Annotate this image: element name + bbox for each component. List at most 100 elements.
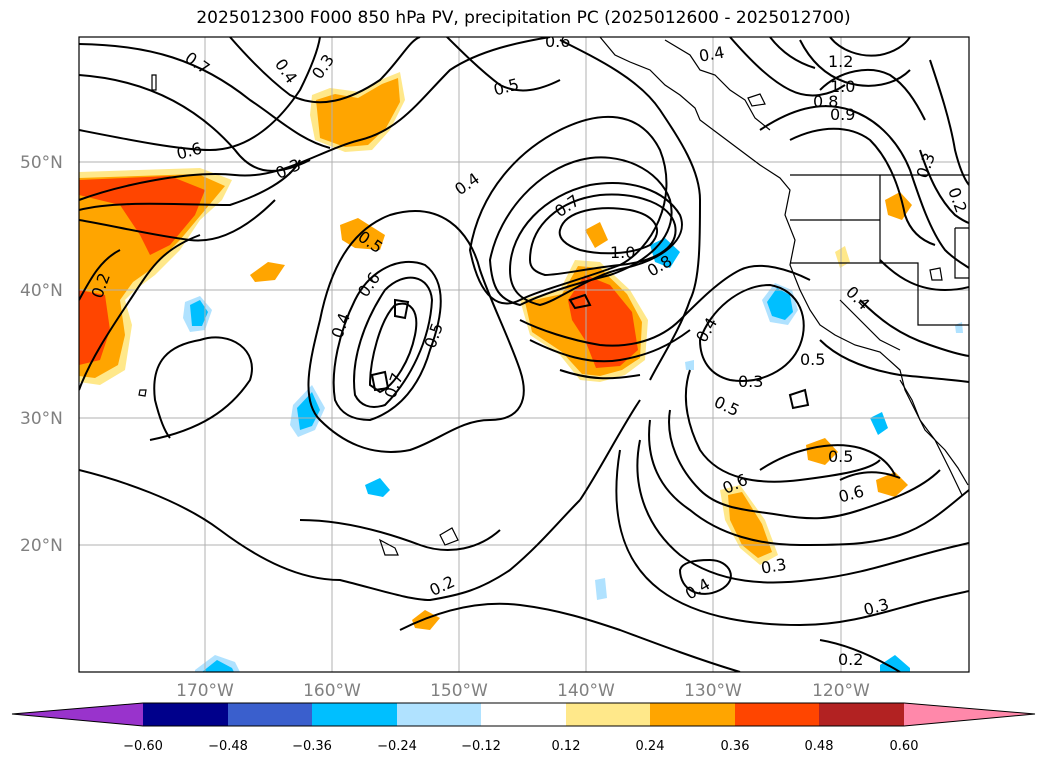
pv-contour [307,210,525,453]
island [929,267,943,281]
contour-label: 0.3 [738,372,763,391]
pv-contour [678,558,732,595]
colorbar-tick-label: −0.12 [461,739,501,754]
gridlines [79,37,969,672]
colorbar-segment [228,703,312,726]
pv-contour [299,519,501,552]
lon-axis: 170°W 160°W 150°W 140°W 130°W 120°W [176,681,870,701]
colorbar-tick-label: 0.12 [552,739,581,754]
pv-contour [579,399,641,501]
pv-contour [149,336,253,441]
pv-contour [759,444,896,476]
pv-contour [353,276,434,408]
pv-contour [229,37,421,104]
contour-label: 0.8 [813,92,838,111]
pv-contour [79,37,551,201]
pv-contour [729,37,846,97]
contour-label: 0.9 [830,105,855,124]
colorbar-tick-label: −0.48 [208,739,248,754]
colorbar-segment [397,703,481,726]
coastline [899,379,963,496]
contour-label: 0.2 [838,650,863,669]
pv-contour [684,369,881,483]
colorbar-segment [650,703,735,726]
precip-negative-area [767,288,793,320]
contour-label: 0.4 [698,43,726,66]
contour-label: 0.5 [800,350,825,369]
colorbar-segment [566,703,650,726]
precip-positive-area [79,176,205,255]
precip-positive-area [250,262,285,282]
colorbar-tick-label: −0.60 [123,739,163,754]
colorbar-outline [11,702,1036,727]
pv-contour [648,419,969,547]
colorbar: −0.60 −0.48 −0.36 −0.24 −0.12 0.12 0.24 … [11,702,1036,754]
lat-tick-label: 40°N [20,281,63,301]
pv-contour [839,471,901,481]
lon-tick-label: 150°W [430,681,488,701]
pv-contour [929,59,969,186]
island [378,538,399,556]
colorbar-tick-label: −0.24 [377,739,417,754]
contour-label: 1.0 [830,77,855,96]
pv-contour [799,39,911,87]
pv-contour [529,329,691,363]
pv-contour [394,298,410,320]
pv-contour [919,149,969,224]
precip-positive-area [316,78,400,147]
map-title: 2025012300 F000 850 hPa PV, precipitatio… [196,8,851,28]
pv-contour [488,156,673,307]
colorbar-tick-label: 0.36 [721,739,750,754]
contour-label: 0.6 [545,32,570,51]
coastline [599,37,969,486]
pv-contour [445,37,561,92]
pv-contour [615,449,969,627]
colorbar-segment [904,703,1035,726]
pv-contour [79,249,121,301]
pv-contour [859,299,969,357]
pv-contour [399,602,741,672]
pv-contour [568,293,592,310]
contour-label: 0.5 [828,447,853,466]
pv-contour [79,469,581,602]
precip-negative-area [880,655,910,672]
pv-contour [636,439,969,584]
pv-contour [759,105,969,269]
island [747,93,766,107]
pv-contour [788,388,810,410]
precip-positive-area [79,290,110,365]
pv-contour [332,260,442,422]
precip-negative-area [202,660,234,672]
map-panel[interactable]: 0.7 0.4 0.3 0.6 0.4 1.2 1.0 0.8 0.9 0.5 … [78,30,971,673]
colorbar-segment [12,703,143,726]
pv-contour [519,264,811,347]
state-border [954,227,969,279]
precip-negative-area [595,578,607,600]
pv-contour [819,69,926,121]
pv-contour [819,339,969,383]
lat-tick-label: 30°N [20,409,63,429]
pv-contours [79,37,969,672]
island [151,74,157,91]
contour-label: 1.0 [610,243,635,262]
colorbar-tick-label: 0.24 [636,739,665,754]
pv-contour [879,259,969,292]
precip-negative-area [190,300,208,326]
colorbar-tick-label: −0.36 [292,739,332,754]
pv-contour [829,37,911,57]
pv-contour [468,115,668,305]
lon-tick-label: 140°W [557,681,615,701]
colorbar-segment [735,703,819,726]
pv-contour [79,159,301,211]
contour-label: 0.3 [760,555,788,578]
precip-positive-area [876,472,908,497]
lat-axis: 50°N 40°N 30°N 20°N [20,153,63,556]
lon-tick-label: 170°W [176,681,234,701]
pv-contour [368,302,418,394]
pv-contour [819,639,901,672]
precip-positive-area [79,174,225,378]
pv-contour [559,39,702,381]
colorbar-tick-label: 0.48 [805,739,834,754]
precip-negative-area [365,478,390,497]
pv-contour [559,369,641,380]
